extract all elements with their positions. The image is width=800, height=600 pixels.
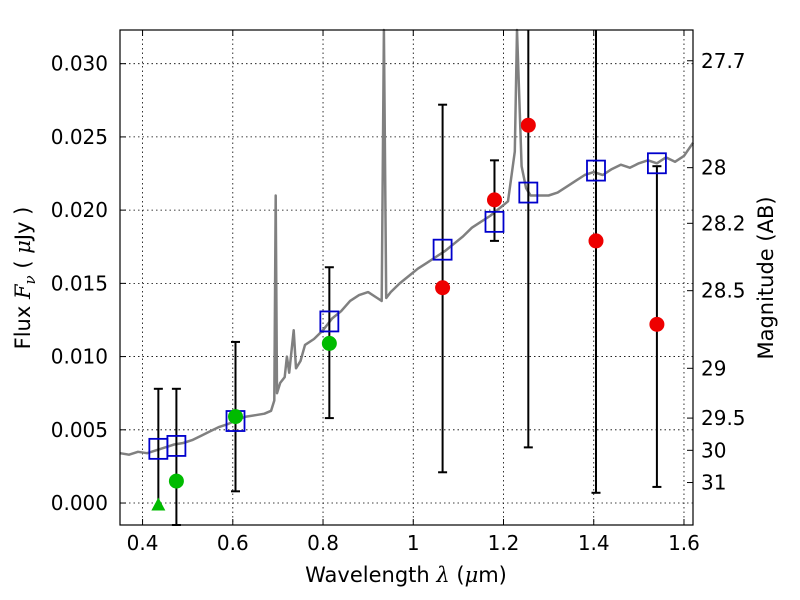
model-photometry-layer [148,152,667,460]
magnitude-axis-label: Magnitude (AB) [754,196,778,359]
x-axis-label: Wavelength λ (μm) [305,563,507,587]
observed-flux-point [168,473,184,489]
y-tick-label: 0.010 [51,345,108,369]
observed-photometry-layer [151,117,665,511]
y-tick-label: 0.030 [51,52,108,76]
observed-flux-point [321,335,337,351]
plot-frame [119,29,694,526]
errorbar-layer [153,30,662,526]
model-flux-square [586,159,606,182]
magnitude-tick-label: 29 [701,356,726,380]
observed-flux-upper-limit [151,497,166,511]
magnitude-tick-label: 28 [701,156,726,180]
observed-flux-point [435,280,451,296]
y-ticks: 0.000 0.005 0.010 0.015 0.020 0.025 0.030 [51,52,126,515]
model-flux-square [166,435,187,457]
y-tick-label: 0.015 [51,271,108,295]
magnitude-tick-label: 31 [701,471,726,495]
model-flux-square [647,152,667,175]
model-flux-square [518,181,539,204]
y-tick-label: 0.020 [51,198,108,222]
y-tick-label: 0.005 [51,418,108,442]
y-axis-label: Flux Fν ( μJy ) [11,207,39,350]
magnitude-tick-label: 30 [701,438,726,462]
observed-flux-point [588,233,604,249]
observed-flux-point [520,117,536,133]
x-tick-label: 0.4 [127,531,159,555]
x-tick-label: 1.6 [668,531,700,555]
x-tick-label: 1 [407,531,420,555]
spectrum-line [119,28,695,456]
magnitude-ticks: 27.7 28 28.2 28.5 29 29.5 30 31 [687,49,746,495]
model-flux-square [432,238,453,261]
observed-flux-point [486,192,502,208]
observed-flux-point [228,409,244,425]
magnitude-tick-label: 28.5 [701,279,746,303]
y-tick-label: 0.000 [51,491,108,515]
x-tick-label: 1.2 [488,531,520,555]
model-flux-square [319,310,340,333]
magnitude-tick-label: 27.7 [701,49,746,73]
magnitude-tick-label: 29.5 [701,406,746,430]
y-tick-label: 0.025 [51,125,108,149]
model-flux-square [484,210,505,233]
x-tick-label: 0.8 [307,531,339,555]
magnitude-tick-label: 28.2 [701,211,746,235]
x-tick-label: 0.6 [217,531,249,555]
observed-flux-point [649,316,665,332]
x-tick-label: 1.4 [578,531,610,555]
spectrum-layer [119,28,695,456]
x-ticks: 0.4 0.6 0.8 1 1.2 1.4 1.6 [127,30,700,555]
